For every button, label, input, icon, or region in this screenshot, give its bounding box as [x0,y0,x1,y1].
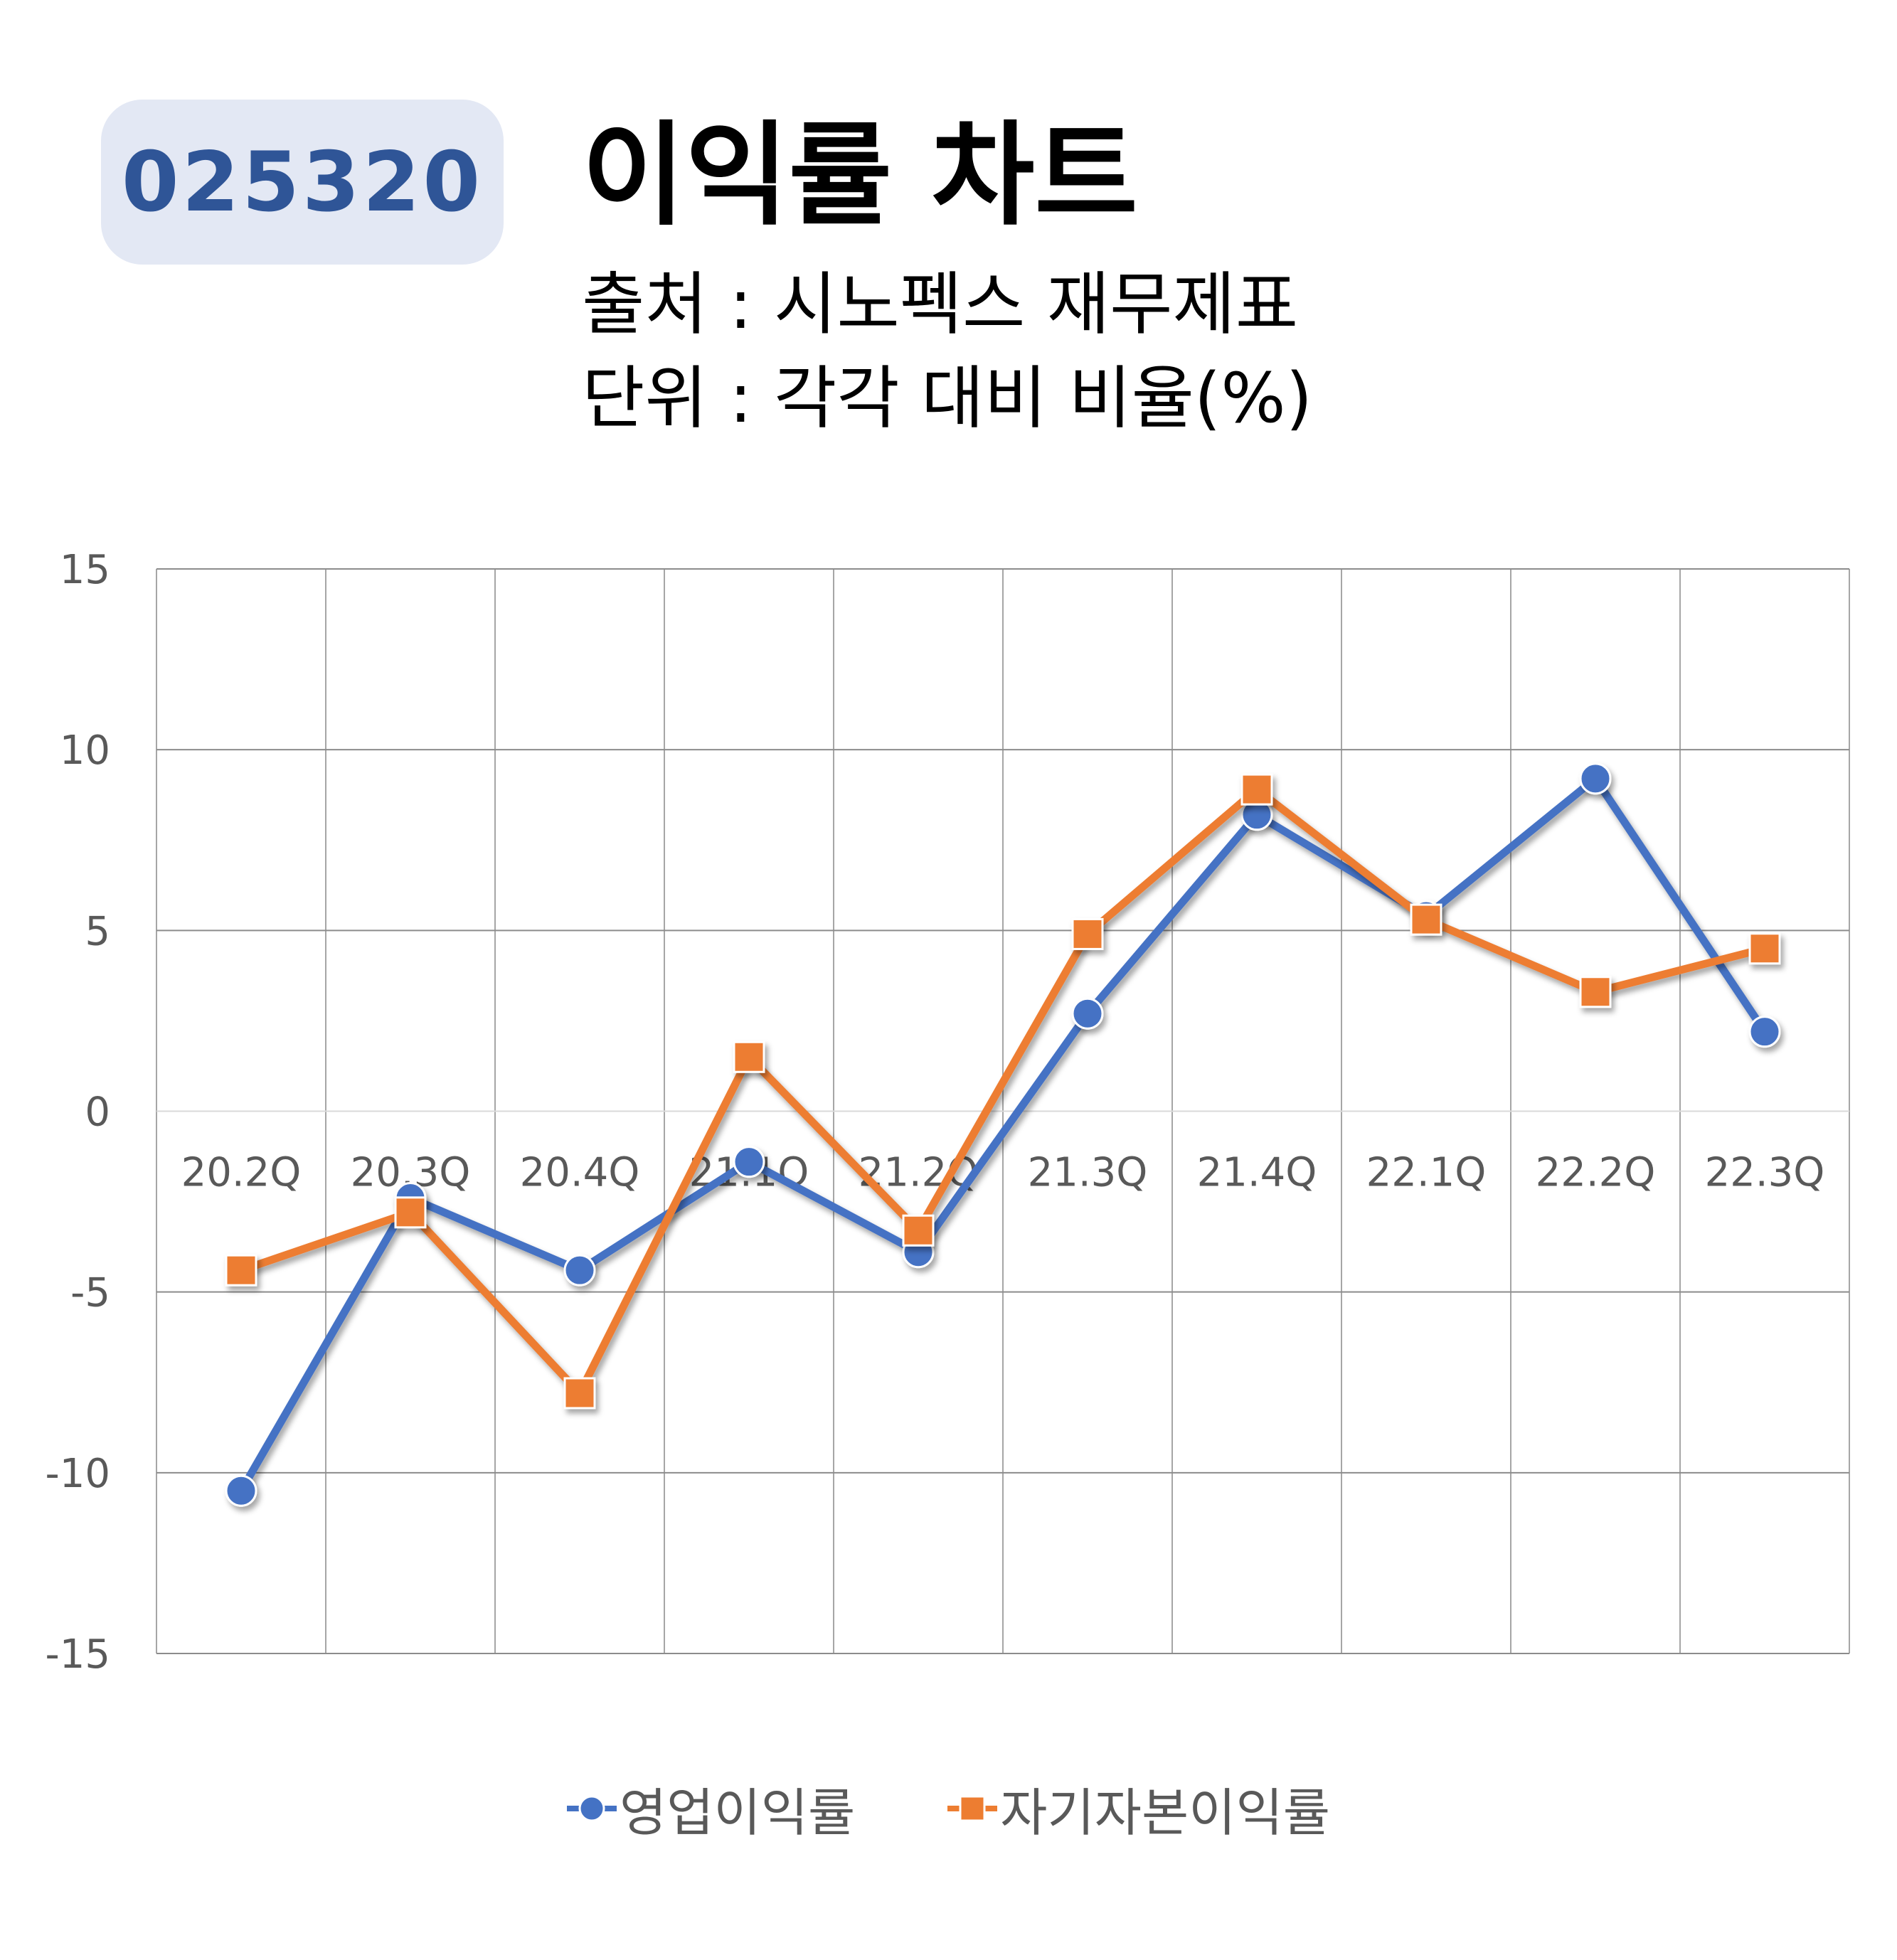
y-tick-label: -15 [46,1631,110,1678]
data-point [1071,997,1104,1030]
y-axis-ticks: 15 10 5 0 -5 -10 -15 [46,547,110,1678]
legend-item-roe: 자기자본이익률 [947,1771,1330,1846]
data-point [1748,1016,1781,1048]
y-tick-label: -10 [46,1451,110,1497]
data-point [394,1196,427,1229]
x-tick-label: 21.4Q [1197,1150,1317,1196]
data-point [563,1254,596,1287]
y-tick-label: -5 [70,1270,110,1316]
legend-item-operating-margin: 영업이익률 [567,1771,855,1846]
data-point [733,1040,765,1073]
x-tick-label: 20.2Q [181,1150,302,1196]
y-tick-label: 15 [60,547,110,593]
source-note: 출처 : 시노펙스 재무제표 [582,265,1299,344]
circle-marker-icon [567,1795,617,1821]
data-point [1240,773,1273,806]
stock-code-badge: 025320 [101,100,504,265]
data-point [733,1146,765,1178]
y-tick-label: 5 [85,908,110,954]
data-point [1579,762,1612,795]
y-tick-label: 10 [60,728,110,774]
grid [156,568,1850,1654]
data-point [563,1377,596,1410]
series-1 [225,773,1781,1410]
x-tick-label: 21.3Q [1028,1150,1148,1196]
chart-title: 이익률 차트 [582,110,1138,241]
y-tick-label: 0 [85,1090,110,1136]
legend-label: 자기자본이익률 [1000,1783,1330,1843]
data-point [1410,903,1442,936]
square-marker-icon [947,1795,998,1821]
data-point [1071,917,1104,950]
series-line [238,774,1768,1493]
stock-code: 025320 [121,134,484,230]
x-tick-label: 22.1Q [1366,1150,1487,1196]
x-tick-label: 20.4Q [520,1150,640,1196]
data-point [225,1254,257,1287]
unit-note: 단위 : 각각 대비 비율(%) [582,358,1313,438]
data-point [1579,976,1612,1008]
series [225,762,1781,1507]
x-tick-label: 22.2Q [1536,1150,1656,1196]
data-point [225,1474,257,1507]
series-line [240,785,1766,1397]
legend-label: 영업이익률 [620,1783,856,1843]
data-point [1748,932,1781,965]
legend: 영업이익률 자기자본이익률 [0,1771,1897,1846]
data-point [902,1214,935,1247]
x-tick-label: 22.3Q [1705,1150,1825,1196]
